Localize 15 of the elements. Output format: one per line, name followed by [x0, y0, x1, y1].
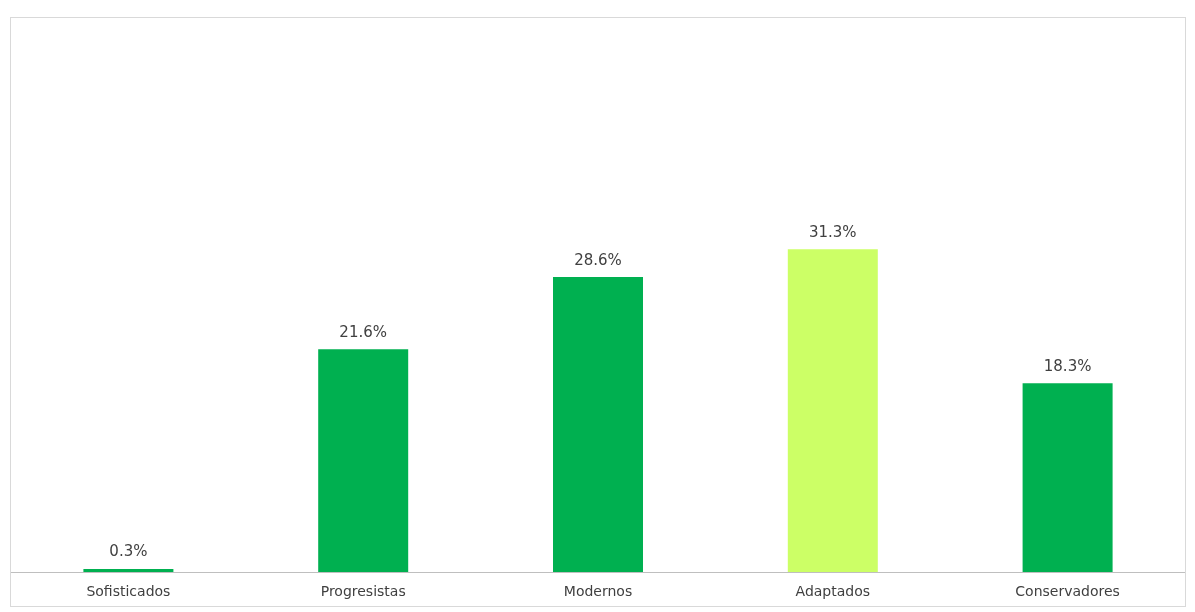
bar — [318, 349, 409, 572]
bar — [1022, 383, 1113, 572]
bar — [83, 568, 174, 572]
x-tick-label: Adaptados — [795, 583, 871, 599]
data-label: 21.6% — [339, 322, 388, 341]
data-label: 28.6% — [574, 250, 622, 269]
bar — [553, 277, 643, 572]
data-label: 0.3% — [109, 542, 148, 561]
x-tick-label: Progresistas — [320, 583, 406, 599]
x-tick-label: Sofisticados — [86, 583, 171, 599]
bar — [787, 249, 878, 572]
x-tick-label: Modernos — [563, 583, 633, 599]
data-label: 18.3% — [1043, 356, 1092, 375]
data-label: 31.3% — [808, 222, 857, 241]
x-tick-label: Conservadores — [1015, 583, 1120, 599]
